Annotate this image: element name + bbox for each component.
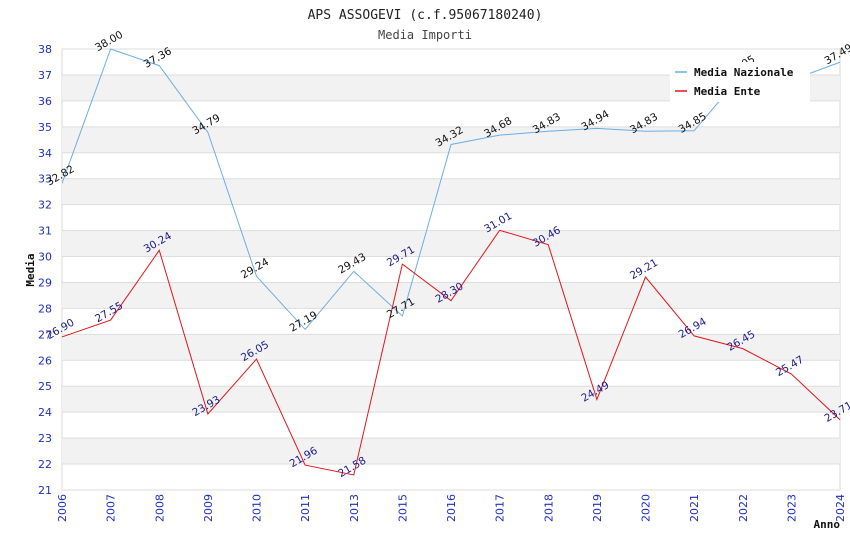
grid-band <box>62 282 840 309</box>
x-tick-label: 2019 <box>591 494 604 522</box>
grid-band <box>62 386 840 413</box>
y-tick-label: 32 <box>38 199 52 212</box>
grid-band <box>62 230 840 257</box>
x-tick-label: 2017 <box>494 494 507 522</box>
y-tick-label: 27 <box>38 328 52 341</box>
y-axis-ticks: 21 22 23 24 25 26 27 28 29 30 31 32 33 34 35 36 37 38 <box>38 43 52 497</box>
legend-label: Media Ente <box>694 85 761 98</box>
chart-subtitle: Media Importi <box>378 28 472 42</box>
y-tick-label: 33 <box>38 173 52 186</box>
y-tick-label: 34 <box>38 147 52 160</box>
y-tick-label: 21 <box>38 484 52 497</box>
y-tick-label: 35 <box>38 121 52 134</box>
y-tick-label: 23 <box>38 432 52 445</box>
y-tick-label: 38 <box>38 43 52 56</box>
y-tick-label: 24 <box>38 406 52 419</box>
x-tick-label: 2008 <box>153 494 166 522</box>
y-axis-label: Media <box>24 253 37 286</box>
x-tick-label: 2009 <box>202 494 215 522</box>
x-tick-label: 2016 <box>445 494 458 522</box>
legend-label: Media Nazionale <box>694 66 794 79</box>
x-tick-label: 2011 <box>299 494 312 522</box>
legend: Media Nazionale Media Ente <box>670 62 810 102</box>
chart-title: APS ASSOGEVI (c.f.95067180240) <box>308 8 543 23</box>
y-tick-label: 31 <box>38 225 52 238</box>
grid-band <box>62 438 840 465</box>
x-tick-label: 2010 <box>251 494 264 522</box>
series-line-media-nazionale <box>61 48 841 331</box>
plot-area <box>61 48 841 491</box>
grid-band <box>62 178 840 205</box>
x-tick-label: 2015 <box>396 494 409 522</box>
x-tick-label: 2006 <box>56 494 69 522</box>
y-tick-label: 26 <box>38 354 52 367</box>
y-tick-label: 37 <box>38 69 52 82</box>
y-tick-label: 25 <box>38 380 52 393</box>
x-axis-ticks: 2006 2007 2008 2009 2010 2011 2013 2015 2016 2017… <box>56 494 847 522</box>
x-axis-label: Anno <box>814 518 841 531</box>
series-line-media-ente <box>61 229 841 476</box>
x-tick-label: 2023 <box>785 494 798 522</box>
series-lines <box>61 48 841 476</box>
y-tick-label: 28 <box>38 302 52 315</box>
y-tick-label: 22 <box>38 458 52 471</box>
x-tick-label: 2020 <box>640 494 653 522</box>
grid-bands <box>61 48 841 491</box>
y-tick-label: 36 <box>38 95 52 108</box>
x-tick-label: 2007 <box>105 494 118 522</box>
grid-band <box>62 334 840 361</box>
x-tick-label: 2021 <box>688 494 701 522</box>
x-tick-label: 2022 <box>737 494 750 522</box>
x-tick-label: 2018 <box>542 494 555 522</box>
y-tick-label: 29 <box>38 276 52 289</box>
legend-background <box>670 62 810 102</box>
y-tick-label: 30 <box>38 251 52 264</box>
x-tick-label: 2024 <box>834 494 847 522</box>
x-tick-label: 2013 <box>348 494 361 522</box>
grid-band <box>62 126 840 153</box>
